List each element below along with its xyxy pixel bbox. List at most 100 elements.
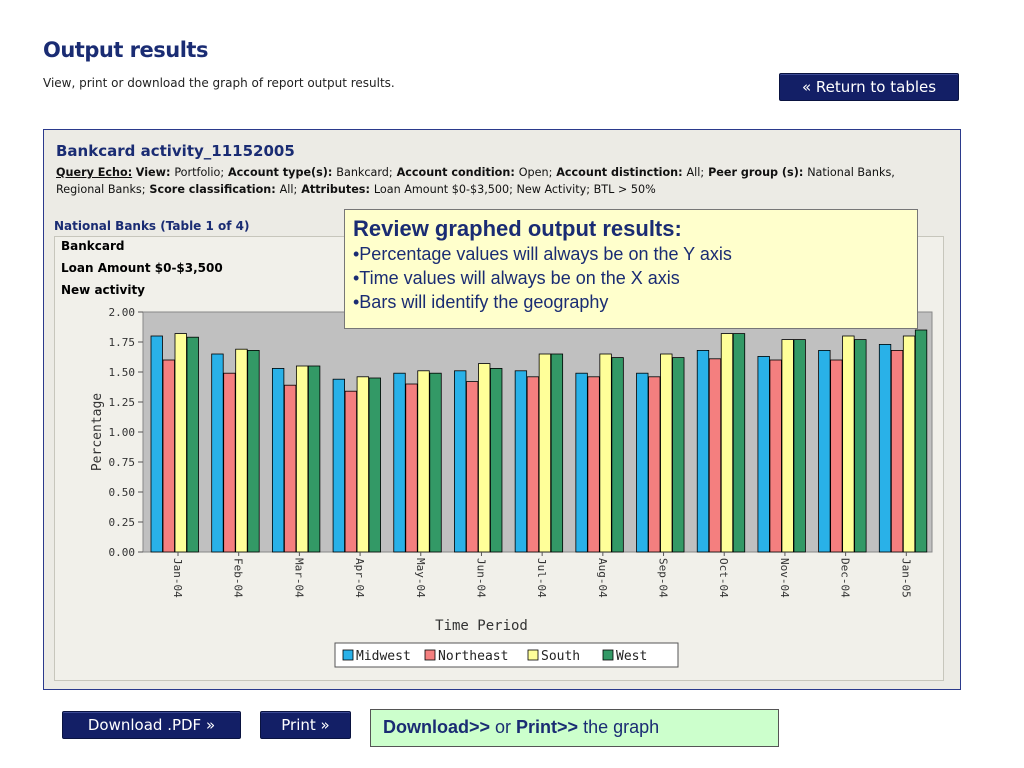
x-tick-label: Apr-04 (353, 558, 366, 598)
bar-south (295, 365, 309, 553)
x-tick-label: Jan-04 (171, 558, 184, 598)
legend-label: South (541, 649, 580, 664)
bar-northeast (405, 383, 418, 553)
echo-value: Open; (518, 166, 553, 179)
x-tick-label: Mar-04 (292, 558, 305, 598)
query-echo-text: View: Portfolio; Account type(s): Bankca… (56, 166, 895, 196)
x-tick-label: Nov-04 (778, 558, 791, 598)
bar-midwest (393, 372, 406, 553)
legend-swatch (424, 649, 436, 661)
echo-key: View: (135, 166, 175, 179)
header-account-type: Bankcard (61, 239, 125, 253)
legend-label: Midwest (356, 649, 411, 664)
bar-northeast (466, 381, 479, 553)
bar-northeast (769, 359, 782, 553)
echo-key: Peer group (s): (704, 166, 808, 179)
echo-key: Account type(s): (224, 166, 337, 179)
legend-swatch (342, 649, 354, 661)
note-print: Print>> (516, 717, 579, 737)
note-tail: the graph (578, 717, 660, 737)
bar-midwest (211, 353, 224, 553)
header-loan-amount: Loan Amount $0-$3,500 (61, 261, 223, 275)
bar-west (247, 350, 260, 553)
download-pdf-button[interactable]: Download .PDF » (62, 711, 241, 739)
bar-south (599, 353, 612, 553)
x-tick-label: Jun-04 (474, 558, 487, 598)
x-tick-label: May-04 (414, 558, 427, 598)
report-title: Bankcard activity_11152005 (56, 142, 295, 160)
y-tick-label: 1.00 (109, 426, 136, 439)
bar-midwest (636, 372, 649, 553)
bar-south (660, 353, 673, 553)
x-tick-label: Feb-04 (232, 558, 245, 598)
bar-west (368, 377, 381, 553)
y-tick-label: 1.75 (109, 336, 136, 349)
y-tick-label: 0.00 (109, 546, 136, 559)
bar-northeast (890, 350, 904, 553)
header-activity: New activity (61, 283, 145, 297)
bar-midwest (878, 344, 892, 553)
bar-northeast (283, 384, 297, 553)
bar-midwest (332, 378, 345, 553)
table-title: National Banks (Table 1 of 4) (54, 219, 250, 233)
bar-south (720, 333, 734, 553)
echo-key: Account condition: (392, 166, 519, 179)
query-echo-label: Query Echo: (56, 166, 133, 179)
x-tick-label: Oct-04 (717, 558, 730, 598)
bar-south (235, 348, 248, 553)
y-tick-label: 0.75 (109, 456, 136, 469)
echo-key: Account distinction: (552, 166, 687, 179)
query-echo: Query Echo: View: Portfolio; Account typ… (56, 164, 936, 198)
bar-midwest (514, 370, 528, 553)
y-axis-label: Percentage (90, 393, 105, 471)
bar-midwest (757, 356, 770, 553)
echo-value: Portfolio; (174, 166, 225, 179)
review-callout: Review graphed output results: •Percenta… (344, 209, 918, 329)
page-title: Output results (43, 38, 208, 62)
legend-label: West (616, 649, 647, 664)
bar-south (538, 353, 552, 553)
bar-west (672, 357, 685, 553)
x-tick-label: Sep-04 (657, 558, 670, 598)
bar-south (174, 333, 187, 553)
bar-west (793, 339, 806, 553)
callout-heading: Review graphed output results: (353, 216, 682, 241)
bar-northeast (708, 358, 722, 553)
x-tick-label: Dec-04 (839, 558, 852, 598)
bar-west (429, 372, 442, 553)
legend-box (334, 642, 679, 668)
y-tick-label: 0.50 (109, 486, 136, 499)
y-tick-label: 2.00 (109, 306, 136, 319)
y-tick-label: 0.25 (109, 516, 136, 529)
return-to-tables-button[interactable]: « Return to tables (779, 73, 959, 101)
bar-west (186, 336, 199, 553)
echo-value: All; (279, 183, 298, 196)
y-tick-label: 1.50 (109, 366, 136, 379)
x-tick-label: Aug-04 (596, 558, 609, 598)
legend-label: Northeast (438, 649, 508, 664)
echo-value: Loan Amount $0-$3,500; New Activity; BTL… (373, 183, 656, 196)
note-download: Download>> (383, 717, 491, 737)
x-tick-label: Jan-05 (899, 558, 912, 598)
bar-south (842, 335, 855, 553)
callout-item: •Percentage values will always be on the… (353, 244, 732, 264)
print-button[interactable]: Print » (260, 711, 351, 739)
bar-midwest (454, 370, 467, 553)
bar-northeast (223, 372, 236, 553)
legend-swatch (602, 649, 614, 661)
bar-midwest (696, 350, 710, 553)
bar-chart: 0.00 0.25 0.50 0.75 1.00 1.25 1.50 1.75 2.00 Perc… (90, 306, 933, 668)
bar-south (781, 339, 794, 553)
note-or: or (490, 717, 517, 737)
x-axis-label: Time Period (435, 618, 528, 634)
bar-west (490, 367, 503, 553)
bar-south (478, 363, 491, 553)
echo-key: Attributes: (297, 183, 374, 196)
bar-northeast (526, 376, 540, 553)
bar-south (417, 370, 430, 553)
echo-value: Bankcard; (336, 166, 393, 179)
bar-south (356, 376, 369, 553)
bar-west (307, 365, 321, 553)
y-tick-label: 1.25 (109, 396, 136, 409)
bar-northeast (830, 359, 843, 553)
